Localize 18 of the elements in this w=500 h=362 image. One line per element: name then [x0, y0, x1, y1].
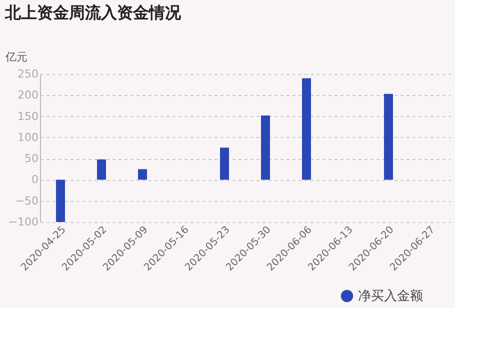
y-tick-label: −50	[15, 194, 38, 208]
y-tick-label: 0	[32, 173, 38, 186]
legend-label: 净买入金额	[358, 289, 423, 304]
y-tick-label: 150	[18, 110, 38, 123]
y-tick-label: 50	[24, 152, 38, 166]
y-axis-title: 亿元	[4, 50, 28, 64]
y-tick-label: 200	[18, 88, 38, 102]
y-tick-label: 100	[18, 130, 38, 144]
bar	[138, 169, 147, 180]
bar	[220, 148, 229, 180]
y-tick-label: −100	[8, 216, 38, 228]
bar	[384, 94, 393, 180]
chart-title: 北上资金周流入资金情况	[4, 3, 182, 22]
bar	[261, 115, 270, 180]
bar	[97, 159, 106, 180]
y-tick-label: 250	[18, 68, 38, 80]
bar	[56, 180, 65, 222]
bar	[302, 78, 311, 180]
